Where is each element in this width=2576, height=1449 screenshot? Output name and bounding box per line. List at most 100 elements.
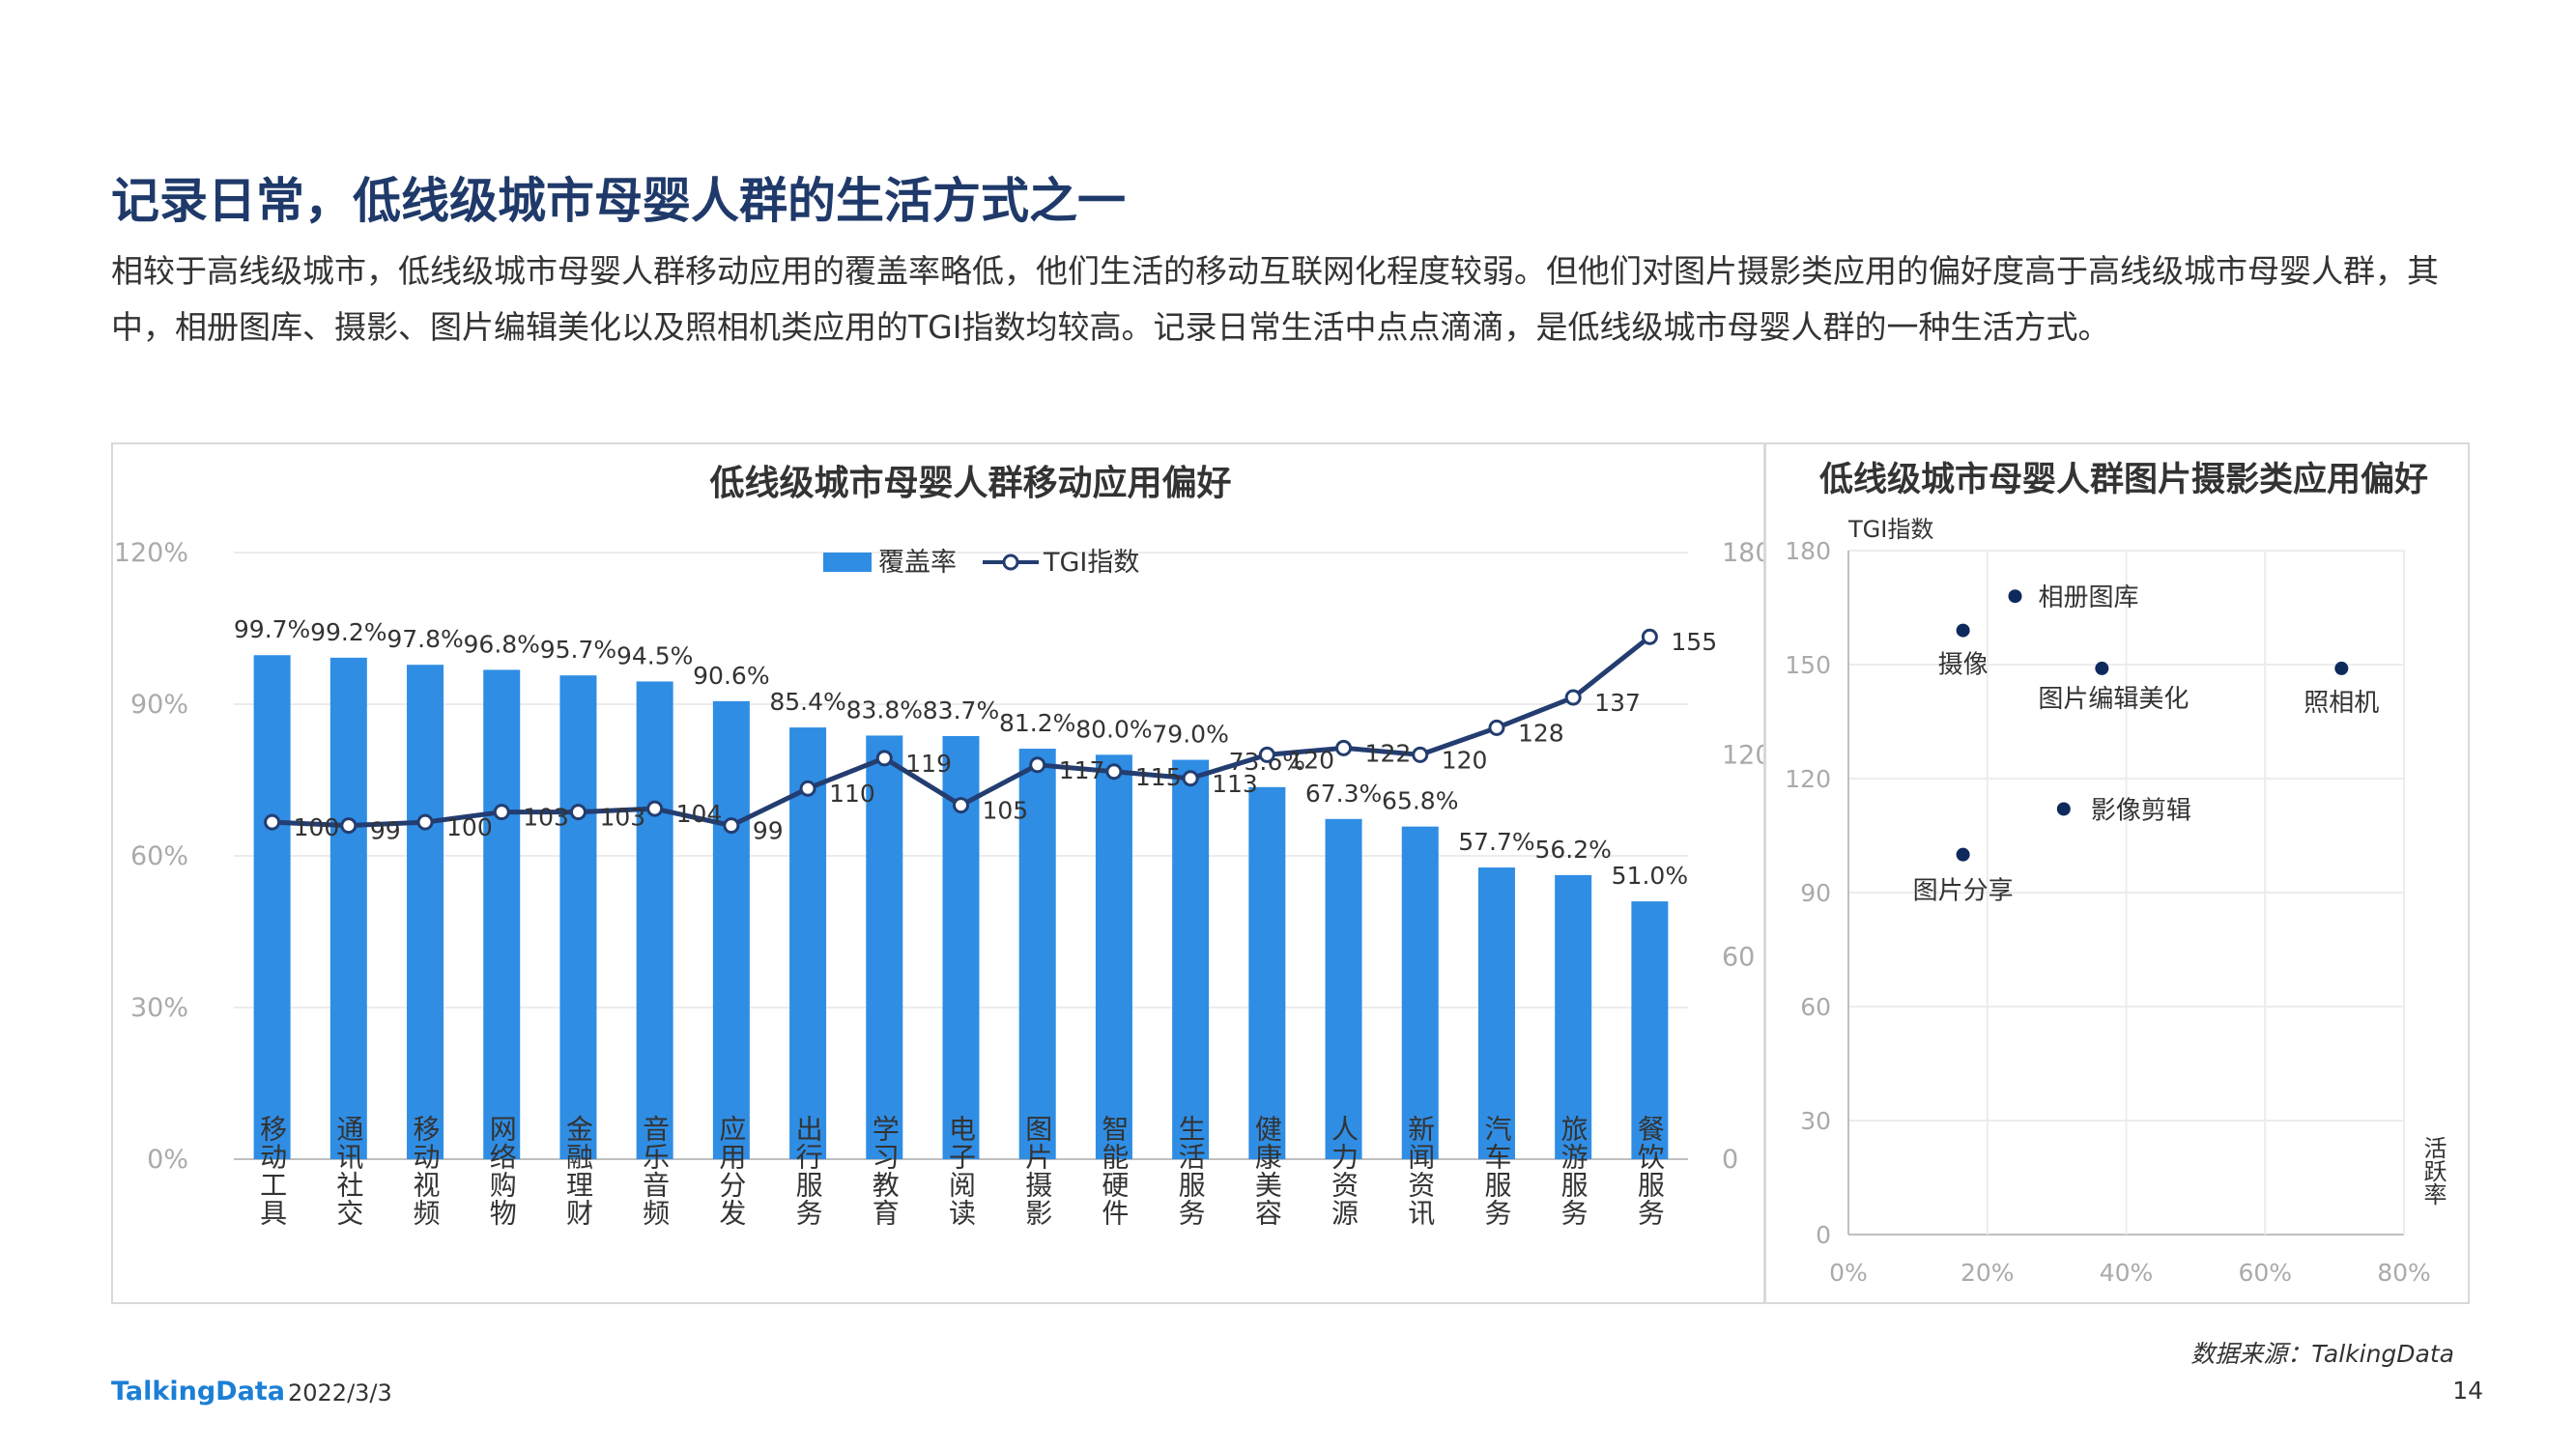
legend-line-label: TGI指数	[1043, 548, 1139, 578]
page-description: 相较于高线级城市，低线级城市母婴人群移动应用的覆盖率略低，他们生活的移动互联网化…	[111, 252, 2439, 346]
bar-9	[866, 735, 903, 1159]
tgi-value-label: 120	[1442, 746, 1488, 774]
category-label: 人力资源	[1328, 1115, 1360, 1227]
tgi-point-1	[264, 813, 281, 831]
tgi-point-13	[1182, 770, 1199, 787]
bar-18	[1555, 874, 1592, 1159]
scatter-point-5	[2056, 802, 2071, 816]
bar-value-label: 57.7%	[1458, 828, 1534, 856]
category-label: 餐饮服务	[1634, 1115, 1666, 1227]
bar-11	[1018, 749, 1056, 1159]
tgi-value-label: 120	[1288, 746, 1334, 774]
y-axis-title: TGI指数	[1847, 516, 1933, 543]
category-label: 健康美容	[1251, 1115, 1283, 1227]
page-date: 2022/3/3	[288, 1379, 392, 1406]
bar-13	[1172, 759, 1210, 1159]
bar-3	[407, 665, 444, 1159]
bar-value-label: 67.3%	[1305, 780, 1382, 808]
bar-value-label: 80.0%	[1075, 715, 1152, 743]
category-label: 移动工具	[256, 1115, 288, 1227]
right-axis-tick: 120	[1722, 740, 1763, 770]
bar-17	[1477, 867, 1515, 1159]
bar-value-label: 83.8%	[846, 696, 923, 724]
legend-line-marker	[1002, 554, 1019, 571]
y-axis-tick: 60	[1800, 993, 1831, 1021]
tgi-point-14	[1258, 746, 1275, 763]
bar-6	[636, 681, 673, 1159]
bar-value-label: 94.5%	[616, 641, 693, 669]
category-label: 应用分发	[715, 1115, 747, 1227]
category-label: 新闻资讯	[1404, 1115, 1436, 1227]
bar-value-label: 85.4%	[769, 688, 845, 716]
bar-value-label: 99.2%	[310, 618, 386, 646]
x-axis-tick: 20%	[1961, 1259, 2015, 1287]
scatter-point-2	[1956, 623, 1970, 638]
bar-value-label: 65.8%	[1382, 787, 1458, 815]
tgi-value-label: 122	[1365, 739, 1412, 767]
tgi-value-label: 110	[829, 780, 875, 808]
tgi-point-8	[799, 780, 816, 797]
scatter-point-4	[2334, 661, 2349, 675]
bar-value-label: 97.8%	[386, 625, 463, 653]
scatter-point-1	[2008, 589, 2022, 604]
bar-value-label: 99.7%	[234, 615, 310, 643]
bar-value-label: 83.7%	[923, 696, 999, 724]
tgi-value-label: 100	[294, 813, 340, 841]
tgi-point-19	[1641, 628, 1658, 645]
photo-app-chart-panel: 低线级城市母婴人群图片摄影类应用偏好 TGI指数 0 30 60 90 120 150 180 0…	[1764, 442, 2470, 1304]
category-label: 汽车服务	[1480, 1115, 1512, 1227]
x-axis-tick: 60%	[2238, 1259, 2292, 1287]
left-axis-tick: 120%	[114, 538, 188, 568]
right-axis-tick: 0	[1722, 1145, 1738, 1175]
scatter-point-label: 照相机	[2304, 689, 2379, 718]
tgi-value-label: 115	[1135, 763, 1182, 791]
category-label: 通讯社交	[332, 1115, 364, 1227]
bar-value-label: 81.2%	[999, 709, 1075, 737]
category-label: 网络购物	[486, 1115, 518, 1227]
scatter-point-label: 图片分享	[1913, 877, 2014, 906]
bar-value-label: 96.8%	[464, 630, 540, 658]
tgi-value-label: 103	[599, 804, 645, 832]
tgi-value-label: 104	[676, 800, 723, 828]
tgi-point-15	[1335, 739, 1353, 756]
x-axis-tick: 40%	[2100, 1259, 2154, 1287]
tgi-point-10	[953, 797, 969, 814]
tgi-point-16	[1412, 746, 1429, 763]
category-label: 出行服务	[792, 1115, 824, 1227]
legend-bar-swatch	[823, 553, 872, 572]
page-title: 记录日常，低线级城市母婴人群的生活方式之一	[111, 173, 1126, 229]
scatter-point-3	[2095, 661, 2109, 675]
tgi-value-label: 113	[1212, 770, 1258, 798]
category-label: 音乐音频	[639, 1115, 671, 1227]
bar-19	[1631, 901, 1669, 1159]
bar-2	[329, 657, 367, 1159]
tgi-value-label: 137	[1594, 689, 1641, 717]
right-axis-tick: 180	[1722, 538, 1763, 568]
bar-5	[559, 675, 597, 1159]
category-label: 金融理财	[562, 1115, 594, 1227]
tgi-value-label: 99	[753, 817, 784, 845]
tgi-point-7	[723, 817, 740, 835]
tgi-point-2	[340, 817, 358, 835]
tgi-value-label: 119	[905, 750, 952, 778]
tgi-value-label: 155	[1671, 628, 1717, 656]
tgi-value-label: 103	[523, 804, 569, 832]
scatter-point-label: 摄像	[1938, 651, 1989, 680]
x-axis-tick: 0%	[1829, 1259, 1868, 1287]
category-label: 旅游服务	[1558, 1115, 1589, 1227]
tgi-point-6	[646, 800, 664, 817]
tgi-point-9	[875, 750, 893, 767]
scatter-point-label: 影像剪辑	[2091, 796, 2191, 825]
left-axis-tick: 60%	[130, 841, 188, 871]
tgi-point-11	[1029, 756, 1046, 774]
bar-12	[1095, 754, 1132, 1159]
tgi-point-3	[416, 813, 434, 831]
y-axis-tick: 180	[1785, 537, 1831, 565]
tgi-point-5	[569, 804, 587, 821]
category-label: 移动视频	[410, 1115, 442, 1227]
tgi-point-17	[1488, 719, 1505, 736]
legend-bar-label: 覆盖率	[878, 548, 957, 578]
chart-title: 低线级城市母婴人群图片摄影类应用偏好	[1819, 460, 2428, 499]
brand-logo: TalkingData	[111, 1377, 285, 1406]
y-axis-tick: 0	[1816, 1221, 1831, 1249]
